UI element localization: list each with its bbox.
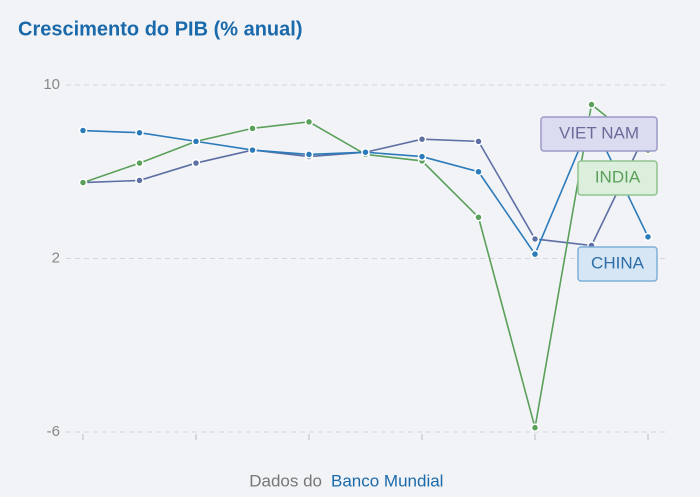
point [78,178,88,187]
y-tick-label: 10 [43,76,60,93]
point [304,117,314,127]
point [417,134,427,144]
series-label: CHINA [591,253,645,272]
point [135,128,144,137]
point [304,150,314,159]
source-link[interactable]: Banco Mundial [331,471,443,490]
point [361,147,370,157]
point [474,167,483,176]
y-tick-label: -6 [47,423,60,440]
point [135,158,144,168]
series-label-box [577,246,658,282]
point [530,234,540,244]
point [530,423,540,432]
point [474,137,483,146]
point [530,249,540,259]
point [248,124,257,133]
series-label: VIET NAM [559,123,639,142]
point [587,100,596,109]
source-prefix: Dados do [249,471,322,490]
series-label-box [577,160,658,196]
point [417,152,427,161]
series-label: INDIA [595,167,641,186]
point [248,145,257,155]
series-label-box [540,116,658,152]
point [78,126,88,135]
point [474,213,483,222]
point [135,176,144,185]
point [191,137,201,146]
point [191,158,201,168]
point [643,232,653,242]
y-tick-label: 2 [52,249,60,266]
chart-title: Crescimento do PIB (% anual) [18,18,303,40]
